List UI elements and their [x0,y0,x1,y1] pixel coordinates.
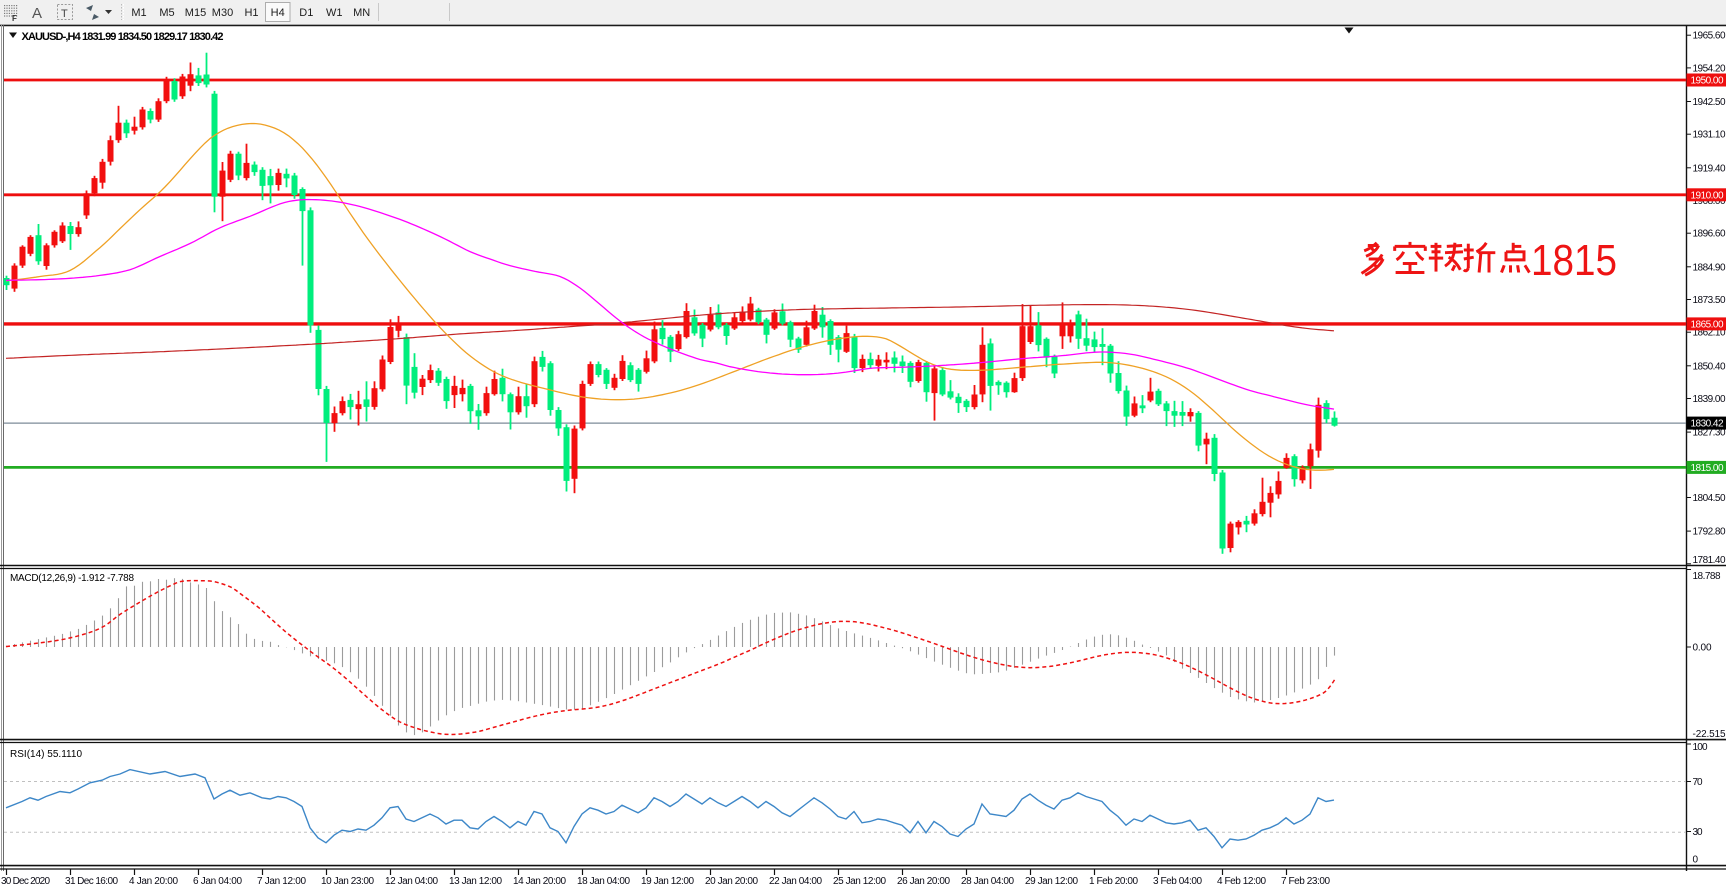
svg-text:6 Jan 04:00: 6 Jan 04:00 [193,876,242,887]
svg-text:10 Jan 23:00: 10 Jan 23:00 [321,876,374,887]
svg-text:1873.50: 1873.50 [1693,295,1726,306]
svg-text:D1: D1 [299,7,313,19]
svg-text:1815: 1815 [1531,236,1617,285]
svg-text:1908.00: 1908.00 [1693,196,1726,207]
svg-text:70: 70 [1693,777,1703,788]
svg-text:1884.90: 1884.90 [1693,262,1726,273]
svg-text:1942.50: 1942.50 [1693,97,1726,108]
svg-text:26 Jan 20:00: 26 Jan 20:00 [897,876,950,887]
svg-text:12 Jan 04:00: 12 Jan 04:00 [385,876,438,887]
svg-text:1862.10: 1862.10 [1693,328,1726,339]
svg-text:H1: H1 [244,7,258,19]
svg-text:1950.00: 1950.00 [1691,76,1724,87]
svg-text:F: F [12,14,17,23]
svg-text:1781.40: 1781.40 [1693,555,1726,566]
svg-text:1896.60: 1896.60 [1693,229,1726,240]
svg-text:-22.515: -22.515 [1693,729,1726,740]
svg-text:13 Jan 12:00: 13 Jan 12:00 [449,876,502,887]
svg-text:7 Feb 23:00: 7 Feb 23:00 [1281,876,1330,887]
svg-text:1 Feb 20:00: 1 Feb 20:00 [1089,876,1138,887]
svg-text:3 Feb 04:00: 3 Feb 04:00 [1153,876,1202,887]
svg-text:1850.40: 1850.40 [1693,361,1726,372]
svg-text:20 Jan 20:00: 20 Jan 20:00 [705,876,758,887]
svg-text:1965.60: 1965.60 [1693,31,1726,42]
svg-text:19 Jan 12:00: 19 Jan 12:00 [641,876,694,887]
svg-text:1815.00: 1815.00 [1691,463,1724,474]
svg-text:RSI(14) 55.1110: RSI(14) 55.1110 [10,749,82,760]
svg-text:1804.50: 1804.50 [1693,493,1726,504]
svg-text:7 Jan 12:00: 7 Jan 12:00 [257,876,306,887]
svg-text:30: 30 [1693,827,1703,838]
svg-text:0.00: 0.00 [1693,643,1712,654]
svg-text:M15: M15 [185,7,206,19]
svg-text:1931.10: 1931.10 [1693,130,1726,141]
svg-text:1865.00: 1865.00 [1691,319,1724,330]
svg-text:28 Jan 04:00: 28 Jan 04:00 [961,876,1014,887]
svg-text:M5: M5 [159,7,174,19]
svg-text:T: T [61,8,68,20]
svg-text:A: A [32,5,42,22]
svg-text:1910.00: 1910.00 [1691,190,1724,201]
svg-text:1792.80: 1792.80 [1693,527,1726,538]
svg-text:1839.00: 1839.00 [1693,394,1726,405]
svg-text:0: 0 [1693,855,1699,866]
svg-text:1830.42: 1830.42 [1691,419,1724,430]
svg-text:31 Dec 16:00: 31 Dec 16:00 [65,876,118,887]
svg-text:30 Dec 2020: 30 Dec 2020 [1,876,50,887]
svg-text:29 Jan 12:00: 29 Jan 12:00 [1025,876,1078,887]
svg-text:MN: MN [353,7,370,19]
svg-text:100: 100 [1693,742,1708,753]
svg-text:MACD(12,26,9) -1.912 -7.788: MACD(12,26,9) -1.912 -7.788 [10,573,134,584]
svg-text:1919.40: 1919.40 [1693,163,1726,174]
svg-text:25 Jan 12:00: 25 Jan 12:00 [833,876,886,887]
svg-text:18 Jan 04:00: 18 Jan 04:00 [577,876,630,887]
svg-text:1827.30: 1827.30 [1693,428,1726,439]
svg-text:18.788: 18.788 [1693,571,1721,582]
svg-text:4 Jan 20:00: 4 Jan 20:00 [129,876,178,887]
svg-text:1954.20: 1954.20 [1693,63,1726,74]
svg-text:14 Jan 20:00: 14 Jan 20:00 [513,876,566,887]
svg-text:W1: W1 [326,7,343,19]
svg-text:M1: M1 [131,7,146,19]
svg-text:M30: M30 [212,7,233,19]
svg-text:XAUUSD-,H4 1831.99 1834.50 18: XAUUSD-,H4 1831.99 1834.50 1829.17 1830.… [22,31,224,43]
svg-text:22 Jan 04:00: 22 Jan 04:00 [769,876,822,887]
svg-text:H4: H4 [271,7,285,19]
svg-text:4 Feb 12:00: 4 Feb 12:00 [1217,876,1266,887]
